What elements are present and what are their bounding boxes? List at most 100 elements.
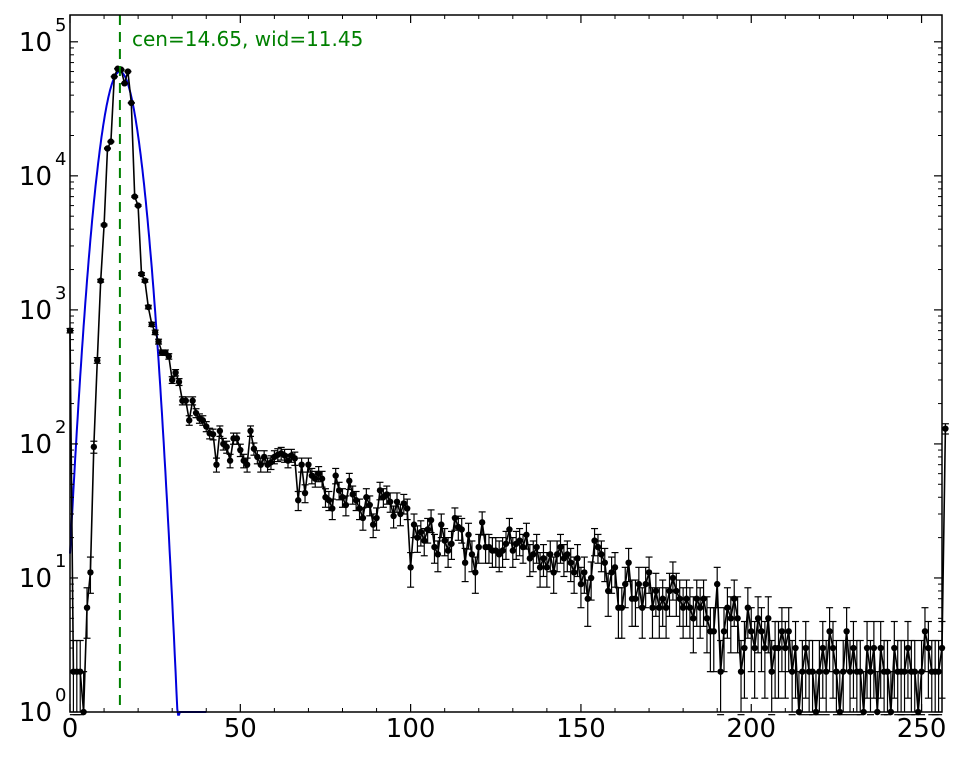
- data-point: [857, 668, 864, 675]
- data-point: [465, 531, 472, 538]
- data-point: [703, 615, 711, 622]
- data-point: [891, 644, 898, 652]
- data-point: [424, 526, 431, 533]
- data-point: [431, 543, 438, 551]
- data-point: [83, 604, 91, 611]
- data-point: [536, 564, 544, 571]
- data-point: [104, 145, 111, 152]
- data-point: [690, 615, 697, 622]
- error-bar: [904, 620, 912, 699]
- data-point: [117, 66, 125, 73]
- data-point: [332, 472, 339, 479]
- data-point: [904, 644, 912, 652]
- data-point: [250, 445, 258, 452]
- plot-background: [70, 15, 942, 712]
- y-tick-label: 10: [19, 28, 52, 58]
- data-point: [209, 431, 217, 438]
- data-point: [829, 644, 837, 652]
- data-point: [438, 521, 445, 528]
- data-point: [921, 628, 929, 635]
- data-point: [339, 494, 346, 501]
- data-point: [550, 569, 557, 576]
- data-point: [151, 329, 159, 336]
- data-point: [134, 202, 142, 209]
- data-point: [172, 369, 179, 376]
- data-point: [199, 417, 207, 424]
- error-bar: [655, 587, 663, 639]
- data-point: [788, 668, 796, 675]
- data-point: [792, 644, 799, 652]
- data-point: [601, 559, 608, 566]
- data-point: [717, 668, 724, 675]
- y-tick-label: 10: [19, 296, 52, 326]
- error-bar: [686, 587, 694, 639]
- data-point: [748, 628, 755, 635]
- data-point: [673, 587, 680, 595]
- data-point: [291, 455, 299, 462]
- data-point: [111, 73, 118, 80]
- data-point: [427, 516, 435, 524]
- x-ticks-group: 0 50 100 150 200 250: [62, 15, 947, 744]
- error-bar: [829, 620, 837, 699]
- y-tick: 104: [19, 149, 942, 192]
- data-point: [295, 497, 302, 504]
- data-point: [458, 526, 465, 533]
- data-point: [686, 604, 694, 611]
- data-point: [734, 615, 741, 622]
- data-point: [124, 68, 132, 75]
- data-point: [625, 559, 632, 566]
- data-point: [397, 510, 404, 518]
- data-point: [553, 551, 561, 558]
- data-point: [618, 604, 626, 611]
- data-point: [744, 604, 752, 611]
- data-point: [622, 580, 629, 588]
- y-tick-exponent: 2: [55, 417, 66, 438]
- data-point: [543, 564, 551, 571]
- error-bar: [849, 620, 857, 699]
- data-point: [369, 521, 377, 528]
- data-point: [213, 461, 220, 468]
- data-point: [301, 489, 309, 497]
- data-point: [468, 551, 476, 558]
- data-point: [366, 501, 373, 509]
- data-point: [659, 595, 666, 602]
- y-tick: 101: [19, 551, 942, 594]
- data-point: [877, 644, 884, 652]
- data-point: [189, 397, 196, 404]
- data-point: [598, 551, 605, 558]
- data-point: [785, 628, 792, 635]
- data-point: [393, 498, 401, 506]
- data-point: [131, 193, 138, 200]
- x-tick-label: 0: [62, 714, 79, 744]
- x-tick-label: 100: [386, 714, 436, 744]
- x-tick: 200: [726, 15, 776, 744]
- data-point: [100, 221, 108, 229]
- data-point: [591, 537, 598, 544]
- data-point: [870, 644, 878, 652]
- data-point: [884, 668, 891, 675]
- data-point: [608, 569, 615, 576]
- data-point: [390, 512, 397, 520]
- data-point: [683, 595, 690, 602]
- data-point: [557, 543, 564, 551]
- data-point: [918, 668, 925, 675]
- y-tick-exponent: 0: [55, 685, 66, 706]
- data-point: [662, 604, 670, 611]
- data-point: [782, 644, 789, 652]
- data-point: [434, 551, 442, 558]
- data-point: [611, 564, 619, 571]
- y-tick: 102: [19, 417, 942, 460]
- annotation-text: cen=14.65, wid=11.45: [132, 27, 363, 51]
- data-point: [475, 543, 482, 551]
- data-point: [329, 505, 336, 512]
- data-points-group: [66, 65, 949, 716]
- error-bar: [696, 587, 704, 639]
- data-point: [87, 569, 94, 576]
- data-point: [758, 628, 765, 635]
- data-point: [604, 587, 612, 595]
- data-point: [165, 353, 172, 360]
- data-point: [530, 551, 537, 558]
- x-tick-label: 250: [897, 714, 947, 744]
- data-point: [254, 453, 261, 461]
- data-point: [911, 668, 918, 675]
